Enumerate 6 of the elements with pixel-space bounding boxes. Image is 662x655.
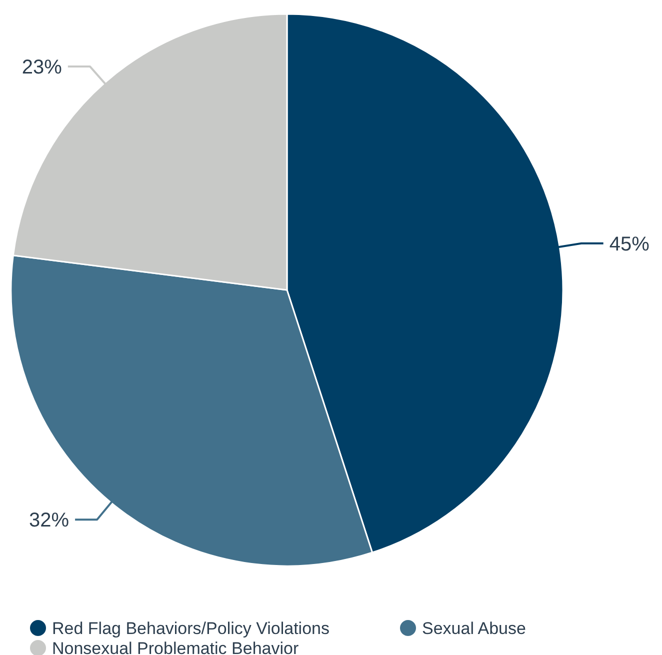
- legend-label: Sexual Abuse: [422, 618, 526, 638]
- data-label: 45%: [609, 233, 650, 256]
- legend-label: Red Flag Behaviors/Policy Violations: [52, 618, 330, 638]
- legend-label: Nonsexual Problematic Behavior: [52, 638, 299, 655]
- data-label: 32%: [29, 510, 70, 532]
- data-label: 23%: [22, 56, 62, 78]
